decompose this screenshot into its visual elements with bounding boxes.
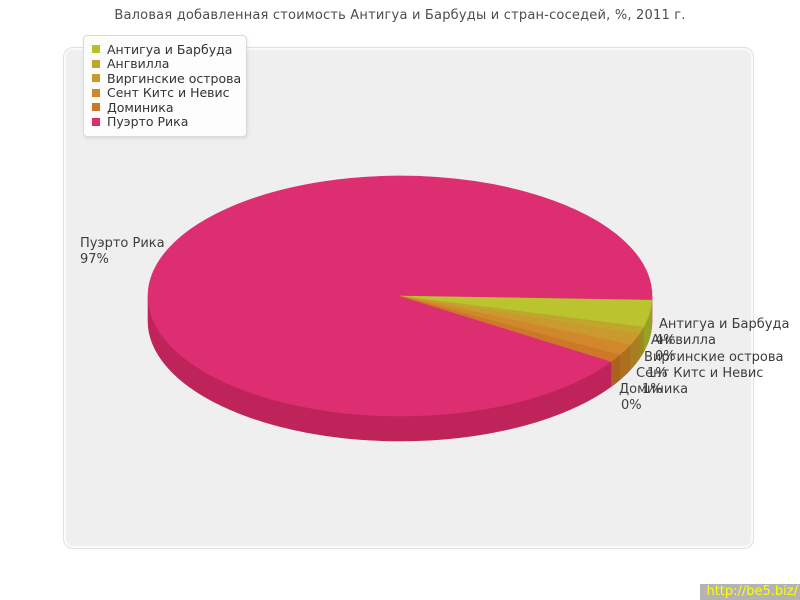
- legend-item-virgin-islands[interactable]: Виргинские острова: [92, 70, 242, 86]
- slice-pct-antigua: 4%: [655, 333, 676, 348]
- slice-label-antigua: Антигуа и Барбуда: [659, 317, 790, 332]
- legend-box: Антигуа и Барбуда Ангвилла Виргинские ос…: [83, 35, 247, 137]
- slice-pct-anguilla: 0%: [655, 349, 676, 364]
- legend-label: Сент Китс и Невис: [107, 85, 230, 101]
- legend-item-puerto-rico[interactable]: Пуэрто Рика: [92, 114, 238, 130]
- legend-label: Антигуа и Барбуда: [107, 41, 233, 57]
- legend-label: Виргинские острова: [107, 70, 242, 86]
- legend-item-antigua[interactable]: Антигуа и Барбуда: [92, 42, 238, 57]
- slice-pct-st-kitts: 1%: [642, 382, 663, 397]
- pie-slice-dominica[interactable]: [399, 295, 620, 362]
- footer-site-link[interactable]: http://be5.biz/: [700, 584, 800, 600]
- legend-swatch-icon: [92, 59, 100, 68]
- legend-swatch-icon: [92, 45, 100, 54]
- legend-item-anguilla[interactable]: Ангвилла: [92, 56, 238, 72]
- legend-item-st-kitts[interactable]: Сент Китс и Невис: [92, 85, 238, 101]
- slice-label-anguilla: Ангвилла: [651, 333, 716, 348]
- slice-label-puerto-rico: Пуэрто Рика: [80, 236, 165, 251]
- legend-label: Доминика: [107, 99, 174, 115]
- slice-pct-dominica: 0%: [621, 398, 642, 413]
- slice-pct-virgin-islands: 1%: [647, 366, 668, 381]
- slice-label-st-kitts: Сент Китс и Невис: [636, 366, 764, 381]
- slice-label-virgin-islands: Виргинские острова: [644, 350, 784, 365]
- legend-label: Пуэрто Рика: [107, 114, 189, 130]
- legend-swatch-icon: [92, 117, 100, 126]
- legend-swatch-icon: [92, 88, 100, 97]
- slice-label-dominica: Доминика: [619, 382, 689, 397]
- slice-pct-puerto-rico: 97%: [80, 252, 109, 267]
- legend-swatch-icon: [92, 74, 100, 83]
- legend-item-dominica[interactable]: Доминика: [92, 100, 238, 115]
- legend-label: Ангвилла: [107, 56, 170, 72]
- chart-title: Валовая добавленная стоимость Антигуа и …: [114, 8, 686, 23]
- legend-swatch-icon: [92, 103, 100, 112]
